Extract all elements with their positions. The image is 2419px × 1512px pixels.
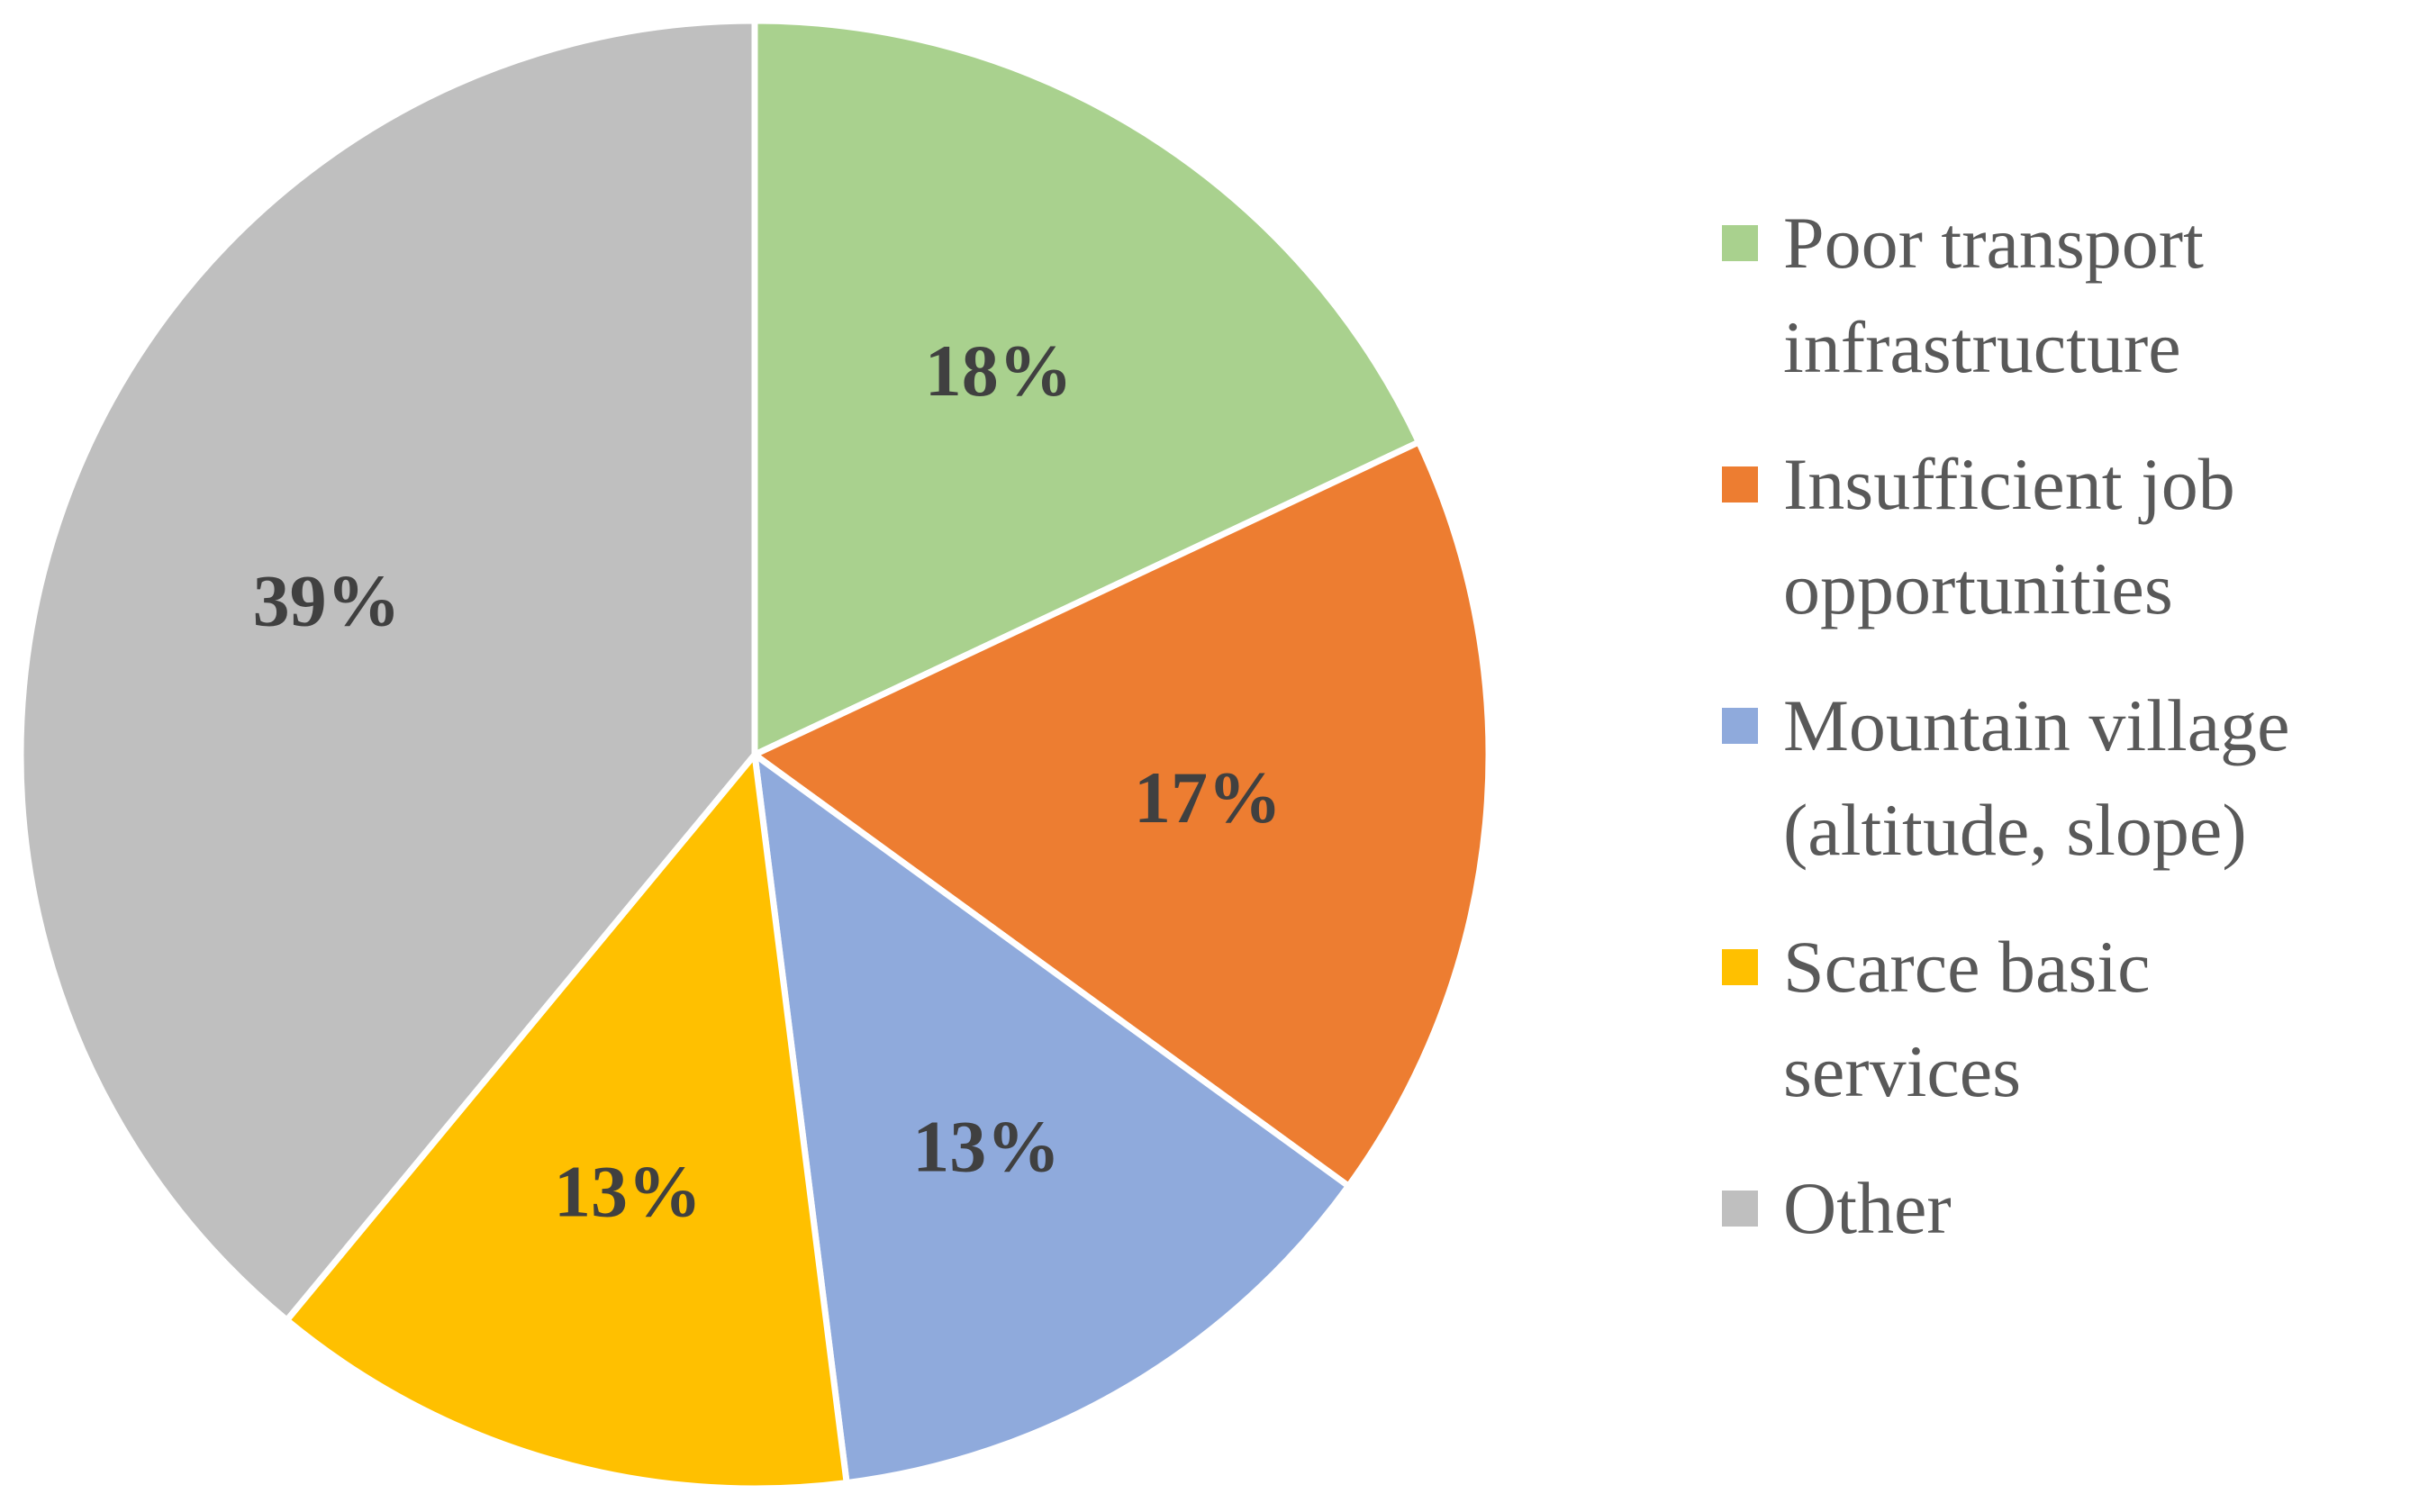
legend-label-3: Mountain village (altitude, slope) (1783, 684, 2290, 871)
data-label-3: 13% (912, 1105, 1060, 1187)
pie-data-labels: 18% 17% 13% 13% 39% (253, 330, 1282, 1233)
legend-swatch-3 (1722, 708, 1758, 744)
legend-label-4: Scarce basic services (1783, 926, 2151, 1112)
pie-slice-3 (751, 751, 1352, 1487)
legend: Poor transport infrastructure Insufficien… (1722, 191, 2406, 1293)
legend-label-5: Other (1783, 1167, 1952, 1249)
legend-swatch-2 (1722, 466, 1758, 502)
data-label-1: 18% (925, 330, 1073, 412)
legend-label-2: Insufficient job opportunities (1783, 443, 2235, 629)
legend-swatch-1 (1722, 225, 1758, 261)
legend-item-3: Mountain village (altitude, slope) (1722, 674, 2406, 883)
data-label-5: 39% (253, 559, 401, 641)
pie-slice-4 (283, 751, 850, 1492)
pie-plot-area: 18% 17% 13% 13% 39% (17, 17, 1492, 1492)
legend-swatch-4 (1722, 949, 1758, 985)
legend-item-1: Poor transport infrastructure (1722, 191, 2406, 400)
pie-slices (17, 17, 1492, 1492)
legend-item-5: Other (1722, 1156, 2406, 1261)
legend-item-2: Insufficient job opportunities (1722, 432, 2406, 641)
pie-slice-2 (751, 439, 1492, 1190)
pie-slice-1 (751, 17, 1422, 758)
legend-swatch-5 (1722, 1191, 1758, 1227)
data-label-2: 17% (1134, 756, 1282, 838)
legend-label-1: Poor transport infrastructure (1783, 202, 2204, 388)
pie-slice-5 (17, 17, 758, 1324)
data-label-4: 13% (554, 1151, 702, 1233)
legend-item-4: Scarce basic services (1722, 915, 2406, 1124)
